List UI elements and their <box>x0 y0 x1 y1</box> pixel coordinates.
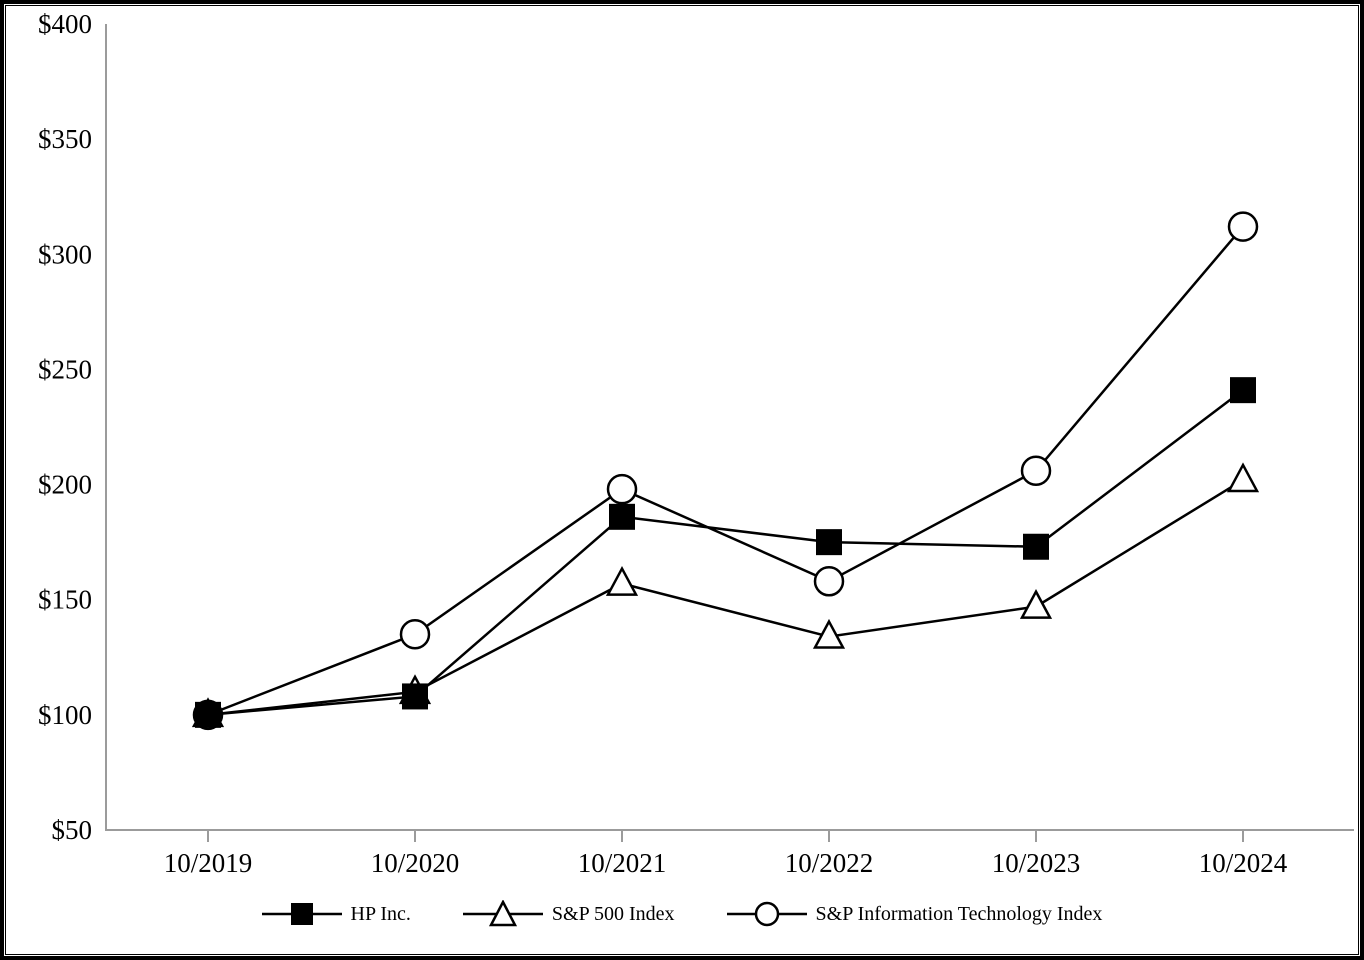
marker-open-circle <box>1227 211 1259 242</box>
marker-filled-square <box>609 503 635 530</box>
y-axis-tick-label: $350 <box>38 124 92 154</box>
marker-open-triangle <box>1019 588 1053 619</box>
series-line-s-p-500-index <box>207 478 1244 717</box>
legend-label-hp-inc: HP Inc. <box>350 902 411 925</box>
x-axis-tick-label: 10/2020 <box>371 848 460 878</box>
marker-filled-square <box>816 529 842 556</box>
open-triangle-marker-icon <box>462 900 543 927</box>
marker-filled-square <box>195 701 221 728</box>
y-axis-tick-label: $250 <box>38 354 92 384</box>
x-axis-tick-label: 10/2021 <box>578 848 667 878</box>
marker-open-circle <box>606 473 638 505</box>
stock-performance-line-chart: $50 $100 $150 $200 $250 $300 $350 $400 10/2019 10… <box>38 9 1354 878</box>
x-axis-tick-label: 10/2024 <box>1199 848 1288 878</box>
legend-item-hp-inc: HP Inc. <box>261 900 411 928</box>
open-circle-marker-icon <box>726 901 807 927</box>
filled-square-marker-icon <box>261 903 342 925</box>
y-axis-tick-label: $200 <box>38 470 92 500</box>
marker-filled-square <box>1230 377 1256 404</box>
marker-open-triangle <box>605 565 639 596</box>
marker-open-circle <box>1020 455 1052 487</box>
marker-open-triangle <box>812 618 846 649</box>
x-axis-tick-label: 10/2023 <box>992 848 1081 878</box>
y-axis-tick-label: $50 <box>52 815 93 845</box>
marker-filled-square <box>402 683 428 710</box>
legend-label-sp500: S&P 500 Index <box>551 902 675 925</box>
y-axis-tick-label: $400 <box>38 9 92 39</box>
marker-filled-square <box>1023 533 1049 560</box>
y-axis-tick-label: $300 <box>38 239 92 269</box>
chart-legend: HP Inc. S&P 500 Index S&P Information Te… <box>6 900 1358 928</box>
series-line-hp-inc- <box>207 389 1244 717</box>
series-line-s-p-information-technology-index <box>207 225 1244 717</box>
legend-item-sp500: S&P 500 Index <box>462 900 675 928</box>
legend-item-sp-it: S&P Information Technology Index <box>726 900 1103 928</box>
marker-open-circle <box>813 566 845 597</box>
y-axis-tick-label: $150 <box>38 585 92 615</box>
chart-frame-inner: $50 $100 $150 $200 $250 $300 $350 $400 10/2019 10… <box>5 5 1359 955</box>
y-axis-tick-label: $100 <box>38 700 92 730</box>
marker-open-circle <box>399 619 431 650</box>
marker-open-triangle <box>1226 462 1260 493</box>
x-axis-tick-label: 10/2022 <box>785 848 874 878</box>
legend-label-sp-it: S&P Information Technology Index <box>815 902 1103 925</box>
x-axis-tick-label: 10/2019 <box>164 848 253 878</box>
